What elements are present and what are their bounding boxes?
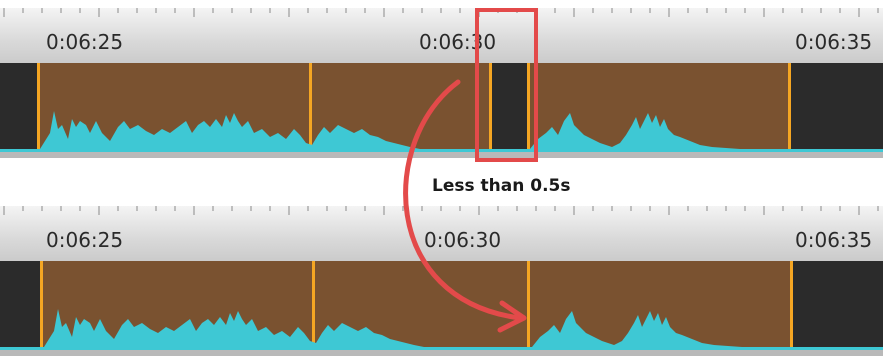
clip-edge[interactable] <box>527 63 530 152</box>
clip-edge[interactable] <box>309 63 312 152</box>
time-ruler[interactable]: 0:06:25 0:06:30 0:06:35 <box>0 8 883 63</box>
ruler-ticks <box>3 8 879 17</box>
time-label-1: 0:06:25 <box>46 228 124 252</box>
clip-edge[interactable] <box>40 261 43 350</box>
clip-edge[interactable] <box>312 261 315 350</box>
time-ruler[interactable]: 0:06:25 0:06:30 0:06:35 <box>0 206 883 261</box>
waveform <box>0 309 883 350</box>
audio-track[interactable] <box>0 261 883 356</box>
time-label-3: 0:06:35 <box>795 228 873 252</box>
track-baseline <box>0 350 883 356</box>
clip-edge[interactable] <box>788 63 791 152</box>
time-label-2: 0:06:30 <box>419 30 497 54</box>
time-label-1: 0:06:25 <box>46 30 124 54</box>
clip-edge[interactable] <box>790 261 793 350</box>
clip-edge[interactable] <box>527 261 530 350</box>
timeline-after[interactable]: 0:06:25 0:06:30 0:06:35 <box>0 206 883 356</box>
gap-highlight-box <box>475 8 538 162</box>
time-label-3: 0:06:35 <box>795 30 873 54</box>
clip-edge[interactable] <box>37 63 40 152</box>
annotation-label: Less than 0.5s <box>432 176 571 196</box>
waveform <box>0 111 883 152</box>
clip-edge[interactable] <box>489 63 492 152</box>
track-baseline <box>0 152 883 158</box>
time-label-2: 0:06:30 <box>424 228 502 252</box>
ruler-ticks <box>3 206 879 215</box>
